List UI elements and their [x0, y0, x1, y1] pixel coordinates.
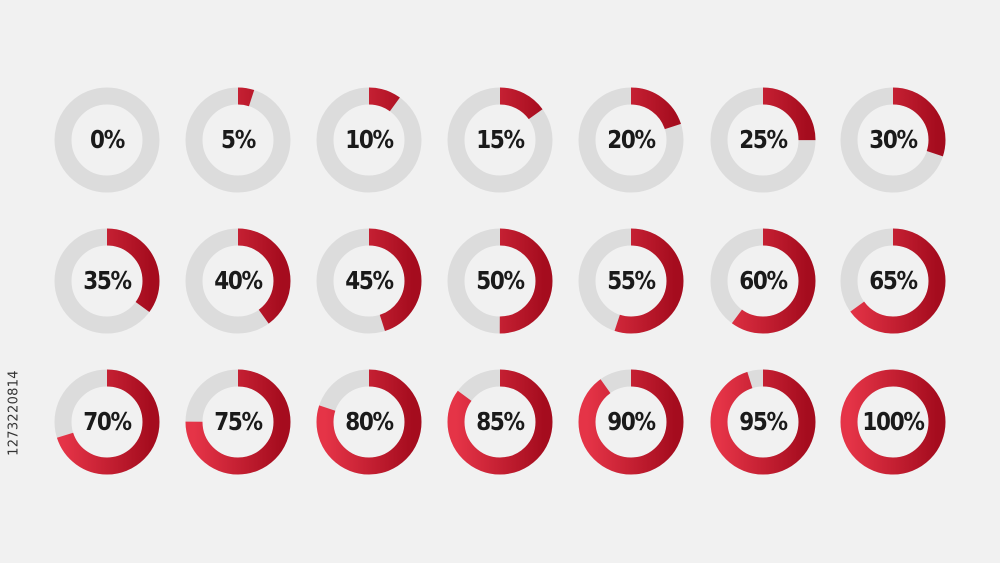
- donut-percent-label: 20%: [607, 125, 656, 154]
- donut-ring: [185, 87, 291, 193]
- donut-percent-label: 60%: [739, 266, 788, 295]
- donut-progress-arc: [185, 228, 291, 334]
- donut-percent-label: 75%: [214, 407, 263, 436]
- donut-25-percent: 25%: [709, 86, 817, 194]
- donut-ring: [578, 228, 684, 334]
- donut-progress-arc: [316, 87, 422, 193]
- donut-progress-arc: [54, 369, 160, 475]
- donut-ring: [710, 87, 816, 193]
- donut-percent-label: 25%: [739, 125, 788, 154]
- donut-ring: [447, 87, 553, 193]
- donut-ring: [316, 369, 422, 475]
- donut-percent-label: 35%: [83, 266, 132, 295]
- donut-ring: [840, 87, 946, 193]
- donut-progress-arc: [710, 228, 816, 334]
- donut-percent-label: 5%: [221, 125, 256, 154]
- donut-ring: [54, 228, 160, 334]
- donut-55-percent: 55%: [577, 227, 685, 335]
- donut-ring: [840, 228, 946, 334]
- donut-percent-label: 70%: [83, 407, 132, 436]
- donut-ring: [316, 87, 422, 193]
- donut-10-percent: 10%: [315, 86, 423, 194]
- donut-90-percent: 90%: [577, 368, 685, 476]
- donut-progress-arc: [578, 369, 684, 475]
- donut-progress-arc: [840, 87, 946, 193]
- donut-ring: [710, 228, 816, 334]
- donut-ring: [316, 228, 422, 334]
- donut-progress-arc: [447, 87, 553, 193]
- donut-ring: [447, 369, 553, 475]
- donut-ring: [185, 369, 291, 475]
- donut-percent-label: 85%: [476, 407, 525, 436]
- donut-percent-label: 95%: [739, 407, 788, 436]
- donut-progress-arc: [447, 228, 553, 334]
- donut-70-percent: 70%: [53, 368, 161, 476]
- donut-95-percent: 95%: [709, 368, 817, 476]
- donut-progress-arc: [185, 87, 291, 193]
- donut-progress-arc: [710, 87, 816, 193]
- donut-progress-arc: [840, 369, 946, 475]
- donut-progress-arc: [316, 369, 422, 475]
- donut-30-percent: 30%: [839, 86, 947, 194]
- donut-ring: [840, 369, 946, 475]
- donut-percent-label: 55%: [607, 266, 656, 295]
- donut-percent-label: 65%: [869, 266, 918, 295]
- donut-percent-label: 80%: [345, 407, 394, 436]
- donut-65-percent: 65%: [839, 227, 947, 335]
- donut-35-percent: 35%: [53, 227, 161, 335]
- donut-progress-arc: [578, 87, 684, 193]
- donut-45-percent: 45%: [315, 227, 423, 335]
- donut-ring: [710, 369, 816, 475]
- donut-progress-arc: [578, 228, 684, 334]
- donut-ring: [54, 369, 160, 475]
- donut-20-percent: 20%: [577, 86, 685, 194]
- donut-percent-label: 45%: [345, 266, 394, 295]
- stock-image-id: 1273220814: [6, 318, 22, 508]
- donut-ring: [578, 369, 684, 475]
- donut-progress-arc: [447, 369, 553, 475]
- donut-progress-arc: [840, 228, 946, 334]
- donut-ring: [447, 228, 553, 334]
- donut-0-percent: 0%: [53, 86, 161, 194]
- donut-percent-label: 10%: [345, 125, 394, 154]
- donut-80-percent: 80%: [315, 368, 423, 476]
- donut-15-percent: 15%: [446, 86, 554, 194]
- donut-progress-arc: [54, 228, 160, 334]
- donut-ring: [578, 87, 684, 193]
- donut-50-percent: 50%: [446, 227, 554, 335]
- donut-60-percent: 60%: [709, 227, 817, 335]
- donut-40-percent: 40%: [184, 227, 292, 335]
- donut-percent-label: 50%: [476, 266, 525, 295]
- donut-85-percent: 85%: [446, 368, 554, 476]
- donut-progress-arc: [316, 228, 422, 334]
- donut-ring: [185, 228, 291, 334]
- donut-75-percent: 75%: [184, 368, 292, 476]
- donut-percent-label: 30%: [869, 125, 918, 154]
- donut-percent-label: 15%: [476, 125, 525, 154]
- donut-percent-label: 100%: [862, 407, 925, 436]
- donut-ring: [54, 87, 160, 193]
- stock-image-id-text: 1273220814: [6, 370, 22, 456]
- donut-percent-label: 90%: [607, 407, 656, 436]
- donut-percent-label: 0%: [90, 125, 125, 154]
- donut-progress-arc: [710, 369, 816, 475]
- donut-track: [54, 87, 160, 193]
- donut-percent-label: 40%: [214, 266, 263, 295]
- donut-progress-arc: [185, 369, 291, 475]
- donut-5-percent: 5%: [184, 86, 292, 194]
- donut-100-percent: 100%: [839, 368, 947, 476]
